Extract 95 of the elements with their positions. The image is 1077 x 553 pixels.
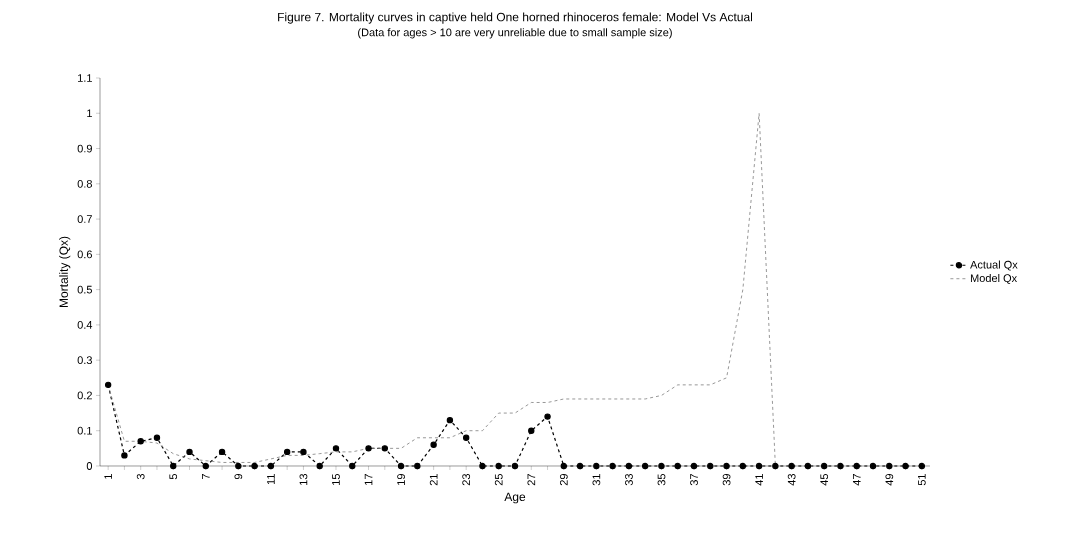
- point: [153, 434, 161, 441]
- y-tick-label: 0.1: [77, 426, 92, 435]
- point: [495, 462, 502, 470]
- x-tick-label: 29: [559, 474, 568, 486]
- point: [804, 462, 812, 470]
- point: [609, 462, 616, 470]
- x-tick-label: 35: [657, 473, 666, 486]
- x-tick-label: 39: [722, 474, 731, 486]
- x-tick-label: 5: [169, 473, 178, 480]
- x-axis-title: Age: [504, 492, 526, 504]
- point: [739, 462, 747, 470]
- point: [918, 462, 926, 470]
- point: [300, 448, 307, 456]
- point: [772, 462, 779, 470]
- point: [837, 462, 844, 470]
- x-tick-label: 19: [397, 474, 405, 485]
- y-tick-label: 1.1: [78, 74, 92, 82]
- x-tick-label: 25: [494, 473, 503, 486]
- point: [674, 462, 681, 470]
- x-tick-label: 45: [820, 473, 829, 486]
- x-tick-label: 1: [104, 474, 112, 479]
- x-tick-label: 41: [755, 474, 763, 486]
- point: [723, 462, 730, 470]
- point: [251, 462, 258, 470]
- point: [414, 462, 421, 470]
- point: [446, 416, 454, 424]
- y-tick-label: 0.9: [77, 144, 92, 153]
- y-tick-label: 0.4: [77, 321, 93, 329]
- x-tick-label: 37: [690, 474, 698, 486]
- point: [381, 445, 389, 452]
- legend-label: Model Qx: [970, 273, 1018, 285]
- x-tick-label: 47: [852, 474, 861, 486]
- point: [235, 462, 242, 470]
- y-tick-label: 0.8: [77, 179, 92, 188]
- point: [332, 445, 340, 452]
- point: [869, 462, 877, 470]
- point: [283, 448, 291, 456]
- y-tick-label: 0.3: [77, 356, 92, 365]
- point: [137, 438, 144, 445]
- y-tick-label: 0.6: [77, 250, 92, 259]
- y-tick-label: 1: [87, 109, 92, 118]
- y-tick-label: 0: [86, 462, 93, 470]
- y-tick-label: 0.5: [77, 285, 92, 294]
- point: [430, 441, 437, 449]
- point: [821, 462, 828, 470]
- x-tick-label: 23: [462, 474, 471, 486]
- point: [218, 448, 226, 456]
- x-tick-label: 7: [202, 474, 210, 480]
- y-axis-title: Mortality (Qx): [59, 236, 71, 307]
- legend-label: Actual Qx: [970, 260, 1018, 271]
- x-tick-label: 33: [625, 474, 633, 486]
- point: [186, 448, 193, 456]
- point: [316, 462, 323, 470]
- point: [104, 381, 112, 389]
- point: [511, 462, 519, 470]
- point: [121, 452, 128, 459]
- point: [886, 462, 893, 470]
- point: [170, 462, 177, 470]
- point: [267, 462, 275, 470]
- x-tick-label: 21: [429, 474, 438, 486]
- x-tick-label: 9: [234, 474, 243, 480]
- point: [462, 434, 470, 441]
- x-tick-label: 3: [136, 474, 145, 480]
- point: [755, 462, 763, 470]
- point: [707, 462, 714, 470]
- point: [788, 462, 795, 470]
- x-tick-label: 17: [364, 474, 373, 485]
- point: [690, 462, 698, 470]
- x-tick-label: 31: [592, 474, 601, 486]
- point: [365, 445, 372, 452]
- point: [853, 462, 860, 470]
- point: [642, 462, 649, 470]
- point: [479, 462, 486, 470]
- point: [397, 462, 405, 470]
- point: [544, 413, 551, 420]
- y-tick-label: 0.2: [77, 391, 92, 400]
- chart-title: Figure 7. Mortality curves in captive held One horned rhinoceros female: Model Vs Actual: [278, 12, 753, 24]
- point: [576, 462, 584, 470]
- x-tick-label: 15: [332, 473, 340, 485]
- x-tick-label: 43: [787, 474, 796, 486]
- x-tick-label: 11: [267, 474, 275, 485]
- point: [528, 427, 535, 434]
- chart-subtitle: (Data for ages > 10 are very unreliable due to small sample size): [358, 28, 672, 39]
- x-tick-label: 27: [527, 474, 536, 486]
- point: [625, 462, 633, 470]
- point: [593, 462, 600, 470]
- point: [349, 462, 356, 470]
- point: [902, 462, 909, 470]
- y-tick-label: 0.7: [77, 215, 92, 223]
- point: [658, 462, 665, 470]
- point: [202, 462, 209, 470]
- x-tick-label: 49: [885, 474, 894, 486]
- x-tick-label: 13: [299, 474, 308, 485]
- point: [560, 462, 568, 470]
- x-tick-label: 51: [918, 474, 926, 486]
